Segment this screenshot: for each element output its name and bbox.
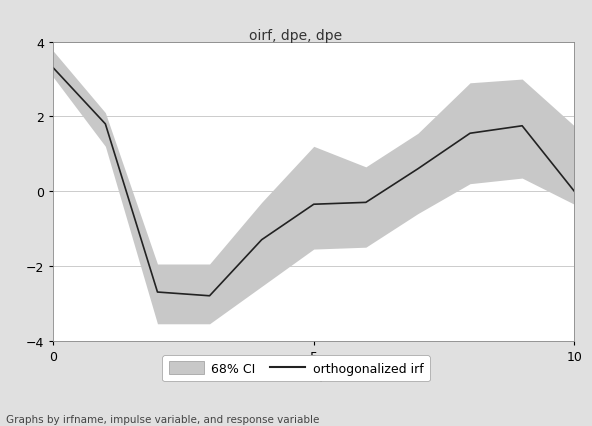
Text: Graphs by irfname, impulse variable, and response variable: Graphs by irfname, impulse variable, and… (6, 414, 319, 424)
X-axis label: step: step (299, 367, 329, 381)
Text: oirf, dpe, dpe: oirf, dpe, dpe (249, 29, 343, 43)
Legend: 68% CI, orthogonalized irf: 68% CI, orthogonalized irf (162, 355, 430, 381)
